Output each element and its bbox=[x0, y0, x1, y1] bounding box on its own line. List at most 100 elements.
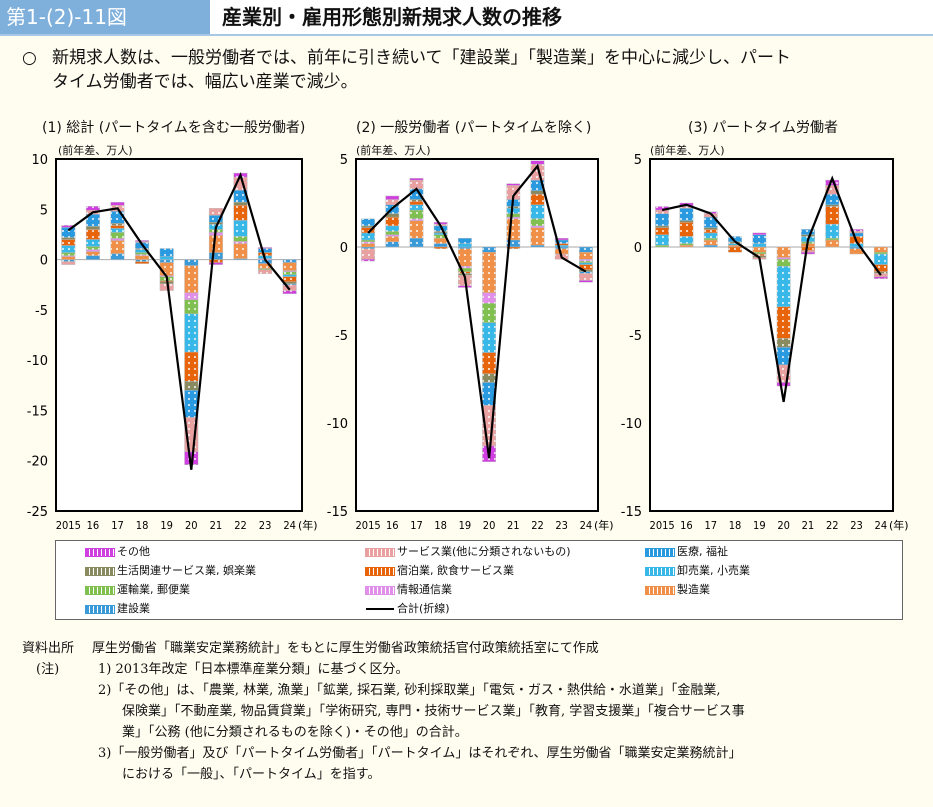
bar-segment bbox=[385, 230, 400, 235]
bar-segment bbox=[752, 232, 767, 235]
bar-segment bbox=[208, 222, 223, 225]
bar-segment bbox=[825, 239, 840, 248]
x-tick-label: 18 bbox=[729, 519, 742, 532]
bar-segment bbox=[482, 292, 496, 304]
bar-segment bbox=[655, 245, 670, 248]
bar-segment bbox=[554, 237, 569, 241]
bar-segment bbox=[752, 243, 767, 248]
bar-segment bbox=[703, 237, 718, 241]
y-tick-label: -15 bbox=[621, 505, 642, 520]
x-tick-label: 18 bbox=[136, 519, 149, 532]
legend-item-retail: 卸売業, 小売業 bbox=[645, 563, 750, 579]
x-tick-label: 19 bbox=[459, 519, 472, 532]
bar-segment bbox=[159, 259, 174, 263]
bar-segment bbox=[703, 232, 718, 239]
x-tick-label: 2015 bbox=[356, 519, 381, 532]
x-axis-unit: (年) bbox=[889, 518, 909, 532]
bar-segment bbox=[801, 229, 815, 235]
note-3b: における「一般」、「パートタイム」を指す。 bbox=[122, 767, 381, 782]
legend-label: 運輸業, 郵便業 bbox=[117, 583, 190, 596]
bar-segment bbox=[409, 199, 424, 202]
bar-segment bbox=[849, 232, 864, 237]
bar-segment bbox=[776, 257, 791, 260]
y-tick-label: -10 bbox=[621, 417, 642, 432]
legend: その他 サービス業(他に分類されないもの) 医療, 福祉 生活関連サービス業, 娯楽業… bbox=[55, 540, 903, 620]
x-tick-label: 21 bbox=[507, 519, 520, 532]
bar-segment bbox=[361, 239, 375, 242]
pattern-swatch-icon bbox=[645, 566, 675, 576]
bar-segment bbox=[85, 226, 100, 230]
plot-frame bbox=[55, 158, 303, 512]
bar-segment bbox=[530, 218, 545, 227]
bar-segment bbox=[433, 246, 448, 249]
bar-segment bbox=[409, 218, 424, 221]
charts-svg: 10 5 0 -5 -10 -15 -20 -25 2015 16 17 18 19 20 21 22 23 24… bbox=[27, 153, 909, 532]
bar-segment bbox=[110, 202, 125, 206]
legend-item-construction: 建設業 bbox=[85, 601, 150, 617]
x-tick-label: 16 bbox=[87, 519, 100, 532]
bar-segment bbox=[776, 382, 791, 387]
bar-segment bbox=[135, 255, 150, 260]
bar-segment bbox=[482, 322, 496, 353]
bar-segment bbox=[655, 209, 670, 214]
bar-segment bbox=[530, 193, 545, 205]
bar-segment bbox=[135, 259, 150, 262]
bar-segment bbox=[409, 178, 424, 181]
bar-segment bbox=[801, 252, 815, 255]
bar-segment bbox=[110, 225, 125, 229]
bar-segment bbox=[85, 229, 100, 240]
bar-segment bbox=[579, 262, 593, 265]
y-tick-label: 5 bbox=[40, 203, 48, 218]
bar-segment bbox=[655, 234, 670, 246]
chart3-unit: (前年差、万人) bbox=[650, 144, 725, 157]
bar-segment bbox=[752, 234, 767, 244]
bar-segment bbox=[679, 245, 694, 248]
bar-segment bbox=[458, 237, 472, 244]
bar-segment bbox=[554, 245, 569, 248]
legend-label: 建設業 bbox=[117, 602, 150, 615]
bar-segment bbox=[825, 237, 840, 241]
bar-segment bbox=[184, 381, 199, 391]
y-tick-label: 5 bbox=[340, 153, 348, 168]
pattern-swatch-icon bbox=[85, 566, 115, 576]
bar-segment bbox=[385, 195, 400, 200]
bar-segment bbox=[530, 204, 545, 220]
source-label: 資料出所 bbox=[22, 641, 75, 656]
legend-label: 合計(折線) bbox=[397, 602, 450, 615]
bar-segment bbox=[703, 239, 718, 246]
bar-segment bbox=[825, 193, 840, 205]
bar-segment bbox=[679, 220, 694, 223]
bar-segment bbox=[208, 262, 223, 265]
chart2-title: (2) 一般労働者 (パートタイムを除く) bbox=[356, 120, 592, 136]
bar-segment bbox=[85, 239, 100, 247]
bar-segment bbox=[110, 238, 125, 241]
bar-segment bbox=[61, 245, 76, 253]
x-tick-label: 18 bbox=[434, 519, 447, 532]
bar-segment bbox=[873, 271, 888, 274]
x-axis-unit: (年) bbox=[298, 518, 318, 532]
note-2c: 業」「公務 (他に分類されるものを除く)・その他」の合計。 bbox=[122, 725, 468, 740]
legend-label: サービス業(他に分類されないもの) bbox=[397, 545, 571, 558]
bar-segment bbox=[458, 271, 472, 274]
bar-segment bbox=[61, 256, 76, 260]
bar-segment bbox=[282, 271, 297, 275]
x-tick-label: 16 bbox=[680, 519, 693, 532]
bar-segment bbox=[110, 211, 125, 224]
bar-segment bbox=[458, 248, 472, 267]
bar-segment bbox=[679, 208, 694, 221]
bar-segment bbox=[385, 241, 400, 248]
bar-segment bbox=[776, 259, 791, 267]
legend-item-other: その他 bbox=[85, 544, 150, 560]
bar-segment bbox=[433, 230, 448, 234]
bar-segment bbox=[433, 243, 448, 248]
bar-segment bbox=[873, 276, 888, 279]
bar-segment bbox=[361, 241, 375, 244]
bar-segment bbox=[110, 240, 125, 254]
bar-segment bbox=[482, 252, 496, 293]
bar-segment bbox=[825, 223, 840, 239]
bar-segment bbox=[61, 252, 76, 256]
bar-segment bbox=[703, 245, 718, 248]
bar-segment bbox=[530, 190, 545, 195]
bar-segment bbox=[703, 227, 718, 230]
bar-segment bbox=[61, 259, 76, 262]
